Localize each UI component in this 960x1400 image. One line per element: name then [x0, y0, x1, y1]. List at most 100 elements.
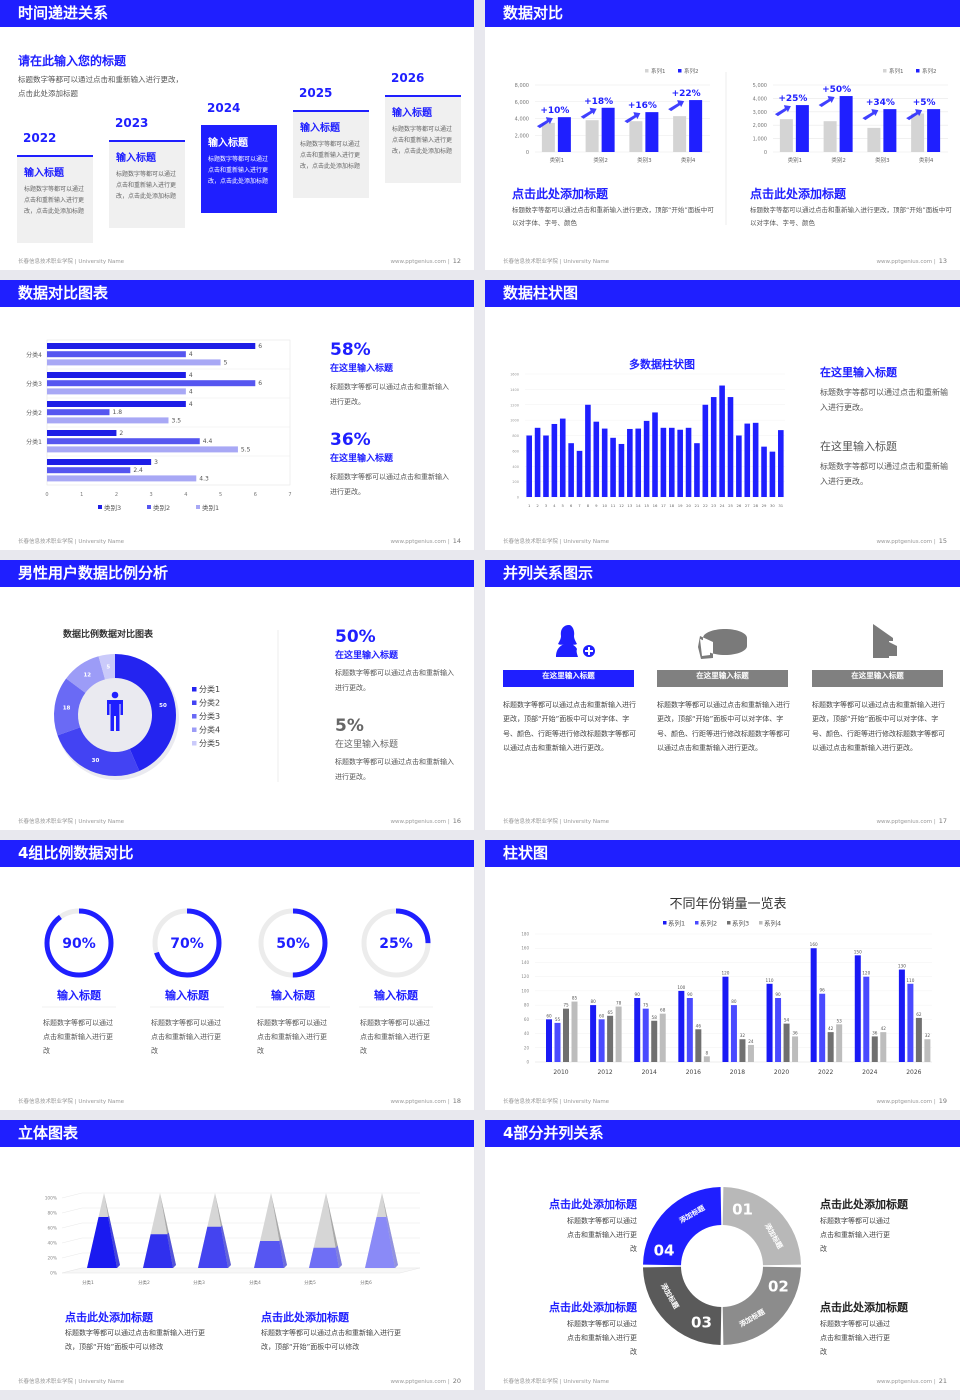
y-tick-label: 1000 [510, 419, 519, 423]
cycle-segment-04 [643, 1187, 722, 1266]
value-label: 68 [660, 1008, 666, 1013]
page-number: 13 [938, 257, 947, 265]
pyramid-fill-side [386, 1216, 398, 1268]
x-tick-label: 类别3 [637, 156, 652, 164]
ring-label: 90% [62, 936, 96, 952]
category-label: 分类2 [26, 409, 42, 417]
column-label[interactable]: 在这里输入标题 [812, 670, 943, 687]
footer-site[interactable]: www.pptgenius.com | [876, 539, 936, 545]
stat-desc: 标题数字等都可以通过点击和重新输入进行更改。 [335, 758, 454, 781]
timeline-card[interactable]: 输入标题 标题数字等都可以通过点击和重新输入进行更改，点击此处添加标题 [109, 140, 185, 228]
y-tick-label: 80 [524, 1003, 530, 1008]
value-label: 36 [792, 1030, 798, 1035]
footer-site[interactable]: www.pptgenius.com | [390, 539, 450, 545]
slide-17: 并列关系图示 在这里输入标题 标题数字等都可以通过点击和重新输入进行更改，顶部“开始… [485, 560, 960, 830]
gridline [61, 1237, 420, 1244]
footer-site[interactable]: www.pptgenius.com | [876, 819, 936, 825]
block-heading: 点击此处添加标题 [750, 187, 847, 201]
x-tick-label: 28 [753, 503, 758, 508]
x-tick-label: 类别1 [550, 156, 565, 164]
value-label: 60 [546, 1013, 552, 1018]
female-user-add-icon [556, 625, 595, 657]
column-label[interactable]: 在这里输入标题 [657, 670, 788, 687]
card-title: 输入标题 [24, 168, 64, 179]
bar [659, 1013, 666, 1062]
value-label: 2.4 [133, 467, 143, 474]
y-tick-label: 20% [47, 1256, 57, 1262]
text-desc: 标题数字等都可以通过点击和重新输入进行更改。 [820, 388, 948, 412]
legend-label: 分类2 [199, 698, 220, 708]
value-label: 5.5 [241, 446, 251, 453]
block-desc: 标题数字等都可以通过点击和重新输入进行更改，顶部“开始”面板中可以对字体、字号、… [750, 206, 952, 227]
page-number: 21 [938, 1377, 947, 1385]
growth-label: +34% [866, 98, 895, 108]
bar [778, 430, 784, 497]
text-title: 点击此处添加标题 [549, 1301, 637, 1314]
text-desc: 标题数字等都可以通过点击和重新输入进行更改 [820, 1217, 890, 1253]
segment-number: 03 [691, 1313, 712, 1331]
value-label: 1.8 [112, 409, 122, 416]
slide-title: 数据对比图表 [0, 280, 474, 307]
bar [47, 430, 117, 436]
chart-canvas: 3 2.4 4.3 分类1 2 4.4 5.5 分类2 4 1.8 3.5 分类3 4 6 4 分类4 6 4 5 0… [26, 339, 292, 512]
legend-label: 系列2 [922, 67, 937, 75]
bar [576, 450, 583, 497]
pie-chart-3d-icon [698, 629, 747, 659]
bar [915, 1017, 922, 1062]
value-label: 120 [862, 971, 870, 976]
value-label: 90 [687, 992, 693, 997]
x-tick-label: 20 [686, 503, 691, 508]
timeline-card[interactable]: 输入标题 标题数字等都可以通过点击和重新输入进行更改，点击此处添加标题 [385, 95, 461, 183]
value-label: 32 [925, 1033, 931, 1038]
icon-shape [698, 629, 747, 659]
bar [571, 1001, 578, 1062]
value-label: 4 [189, 388, 193, 395]
value-label: 100 [677, 985, 685, 990]
x-tick-label: 分类1 [82, 1279, 94, 1286]
value-label: 24 [748, 1039, 754, 1044]
x-tick-label: 类别3 [875, 156, 890, 164]
x-tick-label: 30 [770, 503, 775, 508]
timeline-card[interactable]: 输入标题 标题数字等都可以通过点击和重新输入进行更改，点击此处添加标题 [293, 110, 369, 198]
footer-site[interactable]: www.pptgenius.com | [390, 259, 450, 265]
column-label[interactable]: 在这里输入标题 [503, 670, 634, 687]
bar [739, 1039, 746, 1062]
slice-label: 50 [159, 703, 167, 709]
bar [47, 438, 200, 445]
category-label: 分类1 [26, 438, 42, 446]
legend-label: 分类1 [199, 684, 220, 694]
donut-slice [98, 654, 115, 680]
legend-label: 分类3 [199, 711, 220, 721]
stat-title: 在这里输入标题 [330, 364, 394, 374]
card-title: 输入标题 [392, 108, 432, 119]
chart-canvas: 0204060801001201401601806055758520108060… [521, 896, 932, 1076]
icon-body [107, 700, 123, 731]
chart-canvas: 0% 20% 40% 60% 80% 100% 分类1 分类2 分类3 分类4 分类5 分类6 [45, 1192, 421, 1286]
timeline-card[interactable]: 输入标题 标题数字等都可以通过点击和重新输入进行更改，点击此处添加标题 [201, 125, 277, 213]
slide-title: 并列关系图示 [485, 560, 960, 587]
footer-site[interactable]: www.pptgenius.com | [390, 819, 450, 825]
bar [47, 475, 197, 482]
footer-right: www.pptgenius.com | 14 [391, 537, 462, 545]
x-tick-label: 4 [184, 492, 187, 498]
y-tick-label: 4,000 [515, 117, 529, 123]
x-tick-label: 类别2 [593, 156, 608, 164]
value-label: 2 [119, 430, 123, 437]
footer-site[interactable]: www.pptgenius.com | [876, 259, 936, 265]
ring-label: 70% [170, 936, 204, 952]
donut-slice [66, 656, 106, 693]
segment-number: 04 [654, 1241, 675, 1259]
footer-site[interactable]: www.pptgenius.com | [390, 1379, 450, 1385]
footer-site[interactable]: www.pptgenius.com | [876, 1099, 936, 1105]
footer-site[interactable]: www.pptgenius.com | [390, 1099, 450, 1105]
footer-site[interactable]: www.pptgenius.com | [876, 1379, 936, 1385]
card-title: 输入标题 [116, 153, 156, 164]
bar [880, 1032, 887, 1062]
cycle-segment-01 [722, 1187, 801, 1266]
donut-slice [57, 727, 140, 776]
text-title: 点击此处添加标题 [820, 1198, 908, 1211]
bar [694, 443, 700, 497]
footer-right: www.pptgenius.com | 12 [391, 257, 462, 265]
timeline-card[interactable]: 输入标题 标题数字等都可以通过点击和重新输入进行更改，点击此处添加标题 [17, 155, 93, 243]
ring-desc: 标题数字等都可以通过点击和重新输入进行更改 [151, 1019, 221, 1055]
